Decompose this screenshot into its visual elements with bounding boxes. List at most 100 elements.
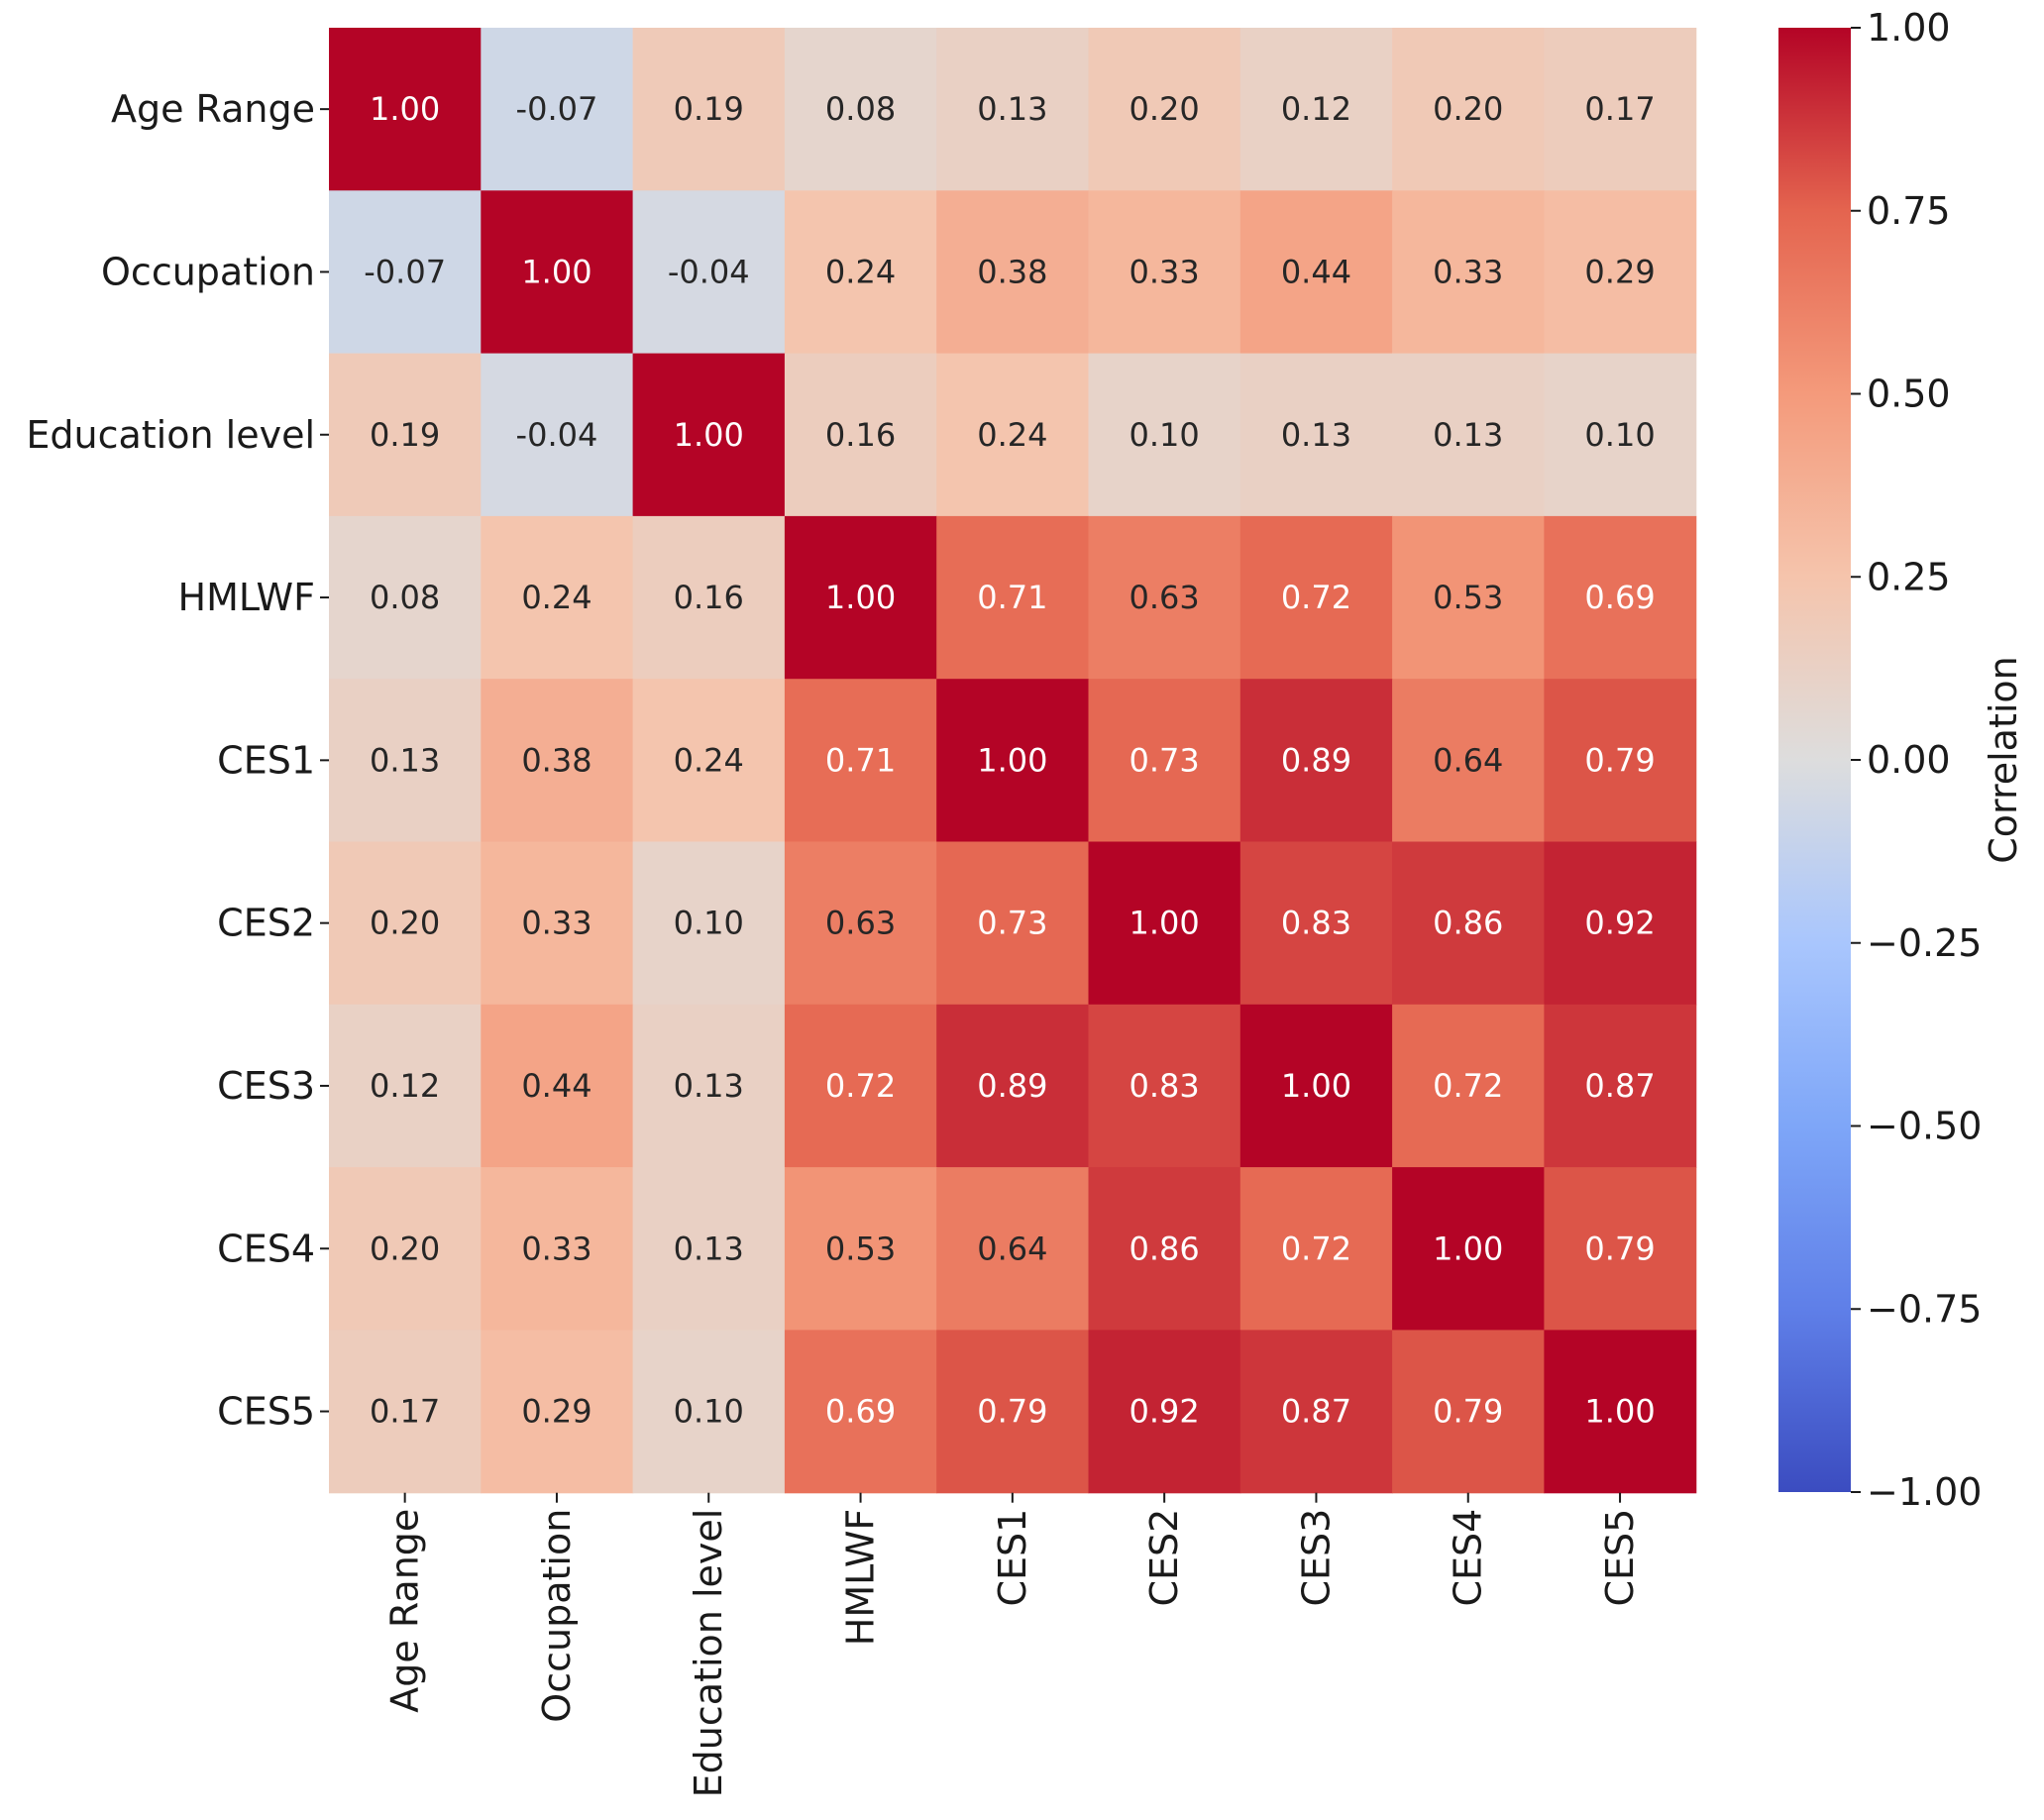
x-tick-label: Age Range — [383, 1509, 427, 1713]
heatmap-cell — [1544, 515, 1697, 680]
cell-value-label: 0.33 — [521, 905, 592, 942]
cell-value-label: 0.08 — [825, 90, 896, 128]
heatmap-cell — [481, 841, 634, 1006]
heatmap-cell — [481, 190, 634, 355]
heatmap-cell — [1088, 353, 1241, 517]
cell-value-label: 0.64 — [1433, 741, 1503, 779]
x-axis-labels: Age Range Occupation Education level HMLWF C… — [383, 1492, 1642, 1797]
heatmap-cell — [936, 841, 1090, 1006]
heatmap-cell — [1239, 28, 1393, 191]
cell-value-label: 0.29 — [521, 1393, 592, 1431]
heatmap-cell — [1392, 679, 1545, 843]
colorbar-tick-label: −0.25 — [1867, 921, 1982, 965]
cell-value-label: 0.72 — [825, 1067, 896, 1105]
heatmap-cell — [329, 679, 482, 843]
cell-value-label: 0.20 — [1433, 90, 1503, 128]
cell-value-label: 0.92 — [1130, 1393, 1200, 1431]
y-tick-label: Occupation — [101, 250, 315, 293]
cell-value-label: 0.20 — [370, 1230, 440, 1267]
cell-value-label: 1.00 — [521, 253, 592, 290]
cell-value-label: 0.12 — [1281, 90, 1351, 128]
cell-value-label: 0.83 — [1281, 905, 1351, 942]
heatmap-cell — [1544, 353, 1697, 517]
cell-value-label: 1.00 — [1281, 1067, 1351, 1105]
heatmap-cell — [481, 353, 634, 517]
cell-value-label: 0.86 — [1130, 1230, 1200, 1267]
cell-value-label: 0.63 — [825, 905, 896, 942]
heatmap-cell — [936, 1330, 1090, 1494]
heatmap-cell — [632, 353, 786, 517]
colorbar-tick-label: −1.00 — [1867, 1470, 1982, 1514]
cell-value-label: 0.79 — [1584, 1230, 1655, 1267]
x-tick-label: CES4 — [1447, 1509, 1490, 1607]
x-tick-label: CES3 — [1294, 1509, 1338, 1607]
heatmap-cell — [481, 1167, 634, 1331]
heatmap-cell — [481, 679, 634, 843]
cell-value-label: 0.87 — [1281, 1393, 1351, 1431]
cell-value-label: 0.33 — [1130, 253, 1200, 290]
heatmap-cell — [481, 1004, 634, 1168]
cell-value-label: -0.04 — [668, 253, 750, 290]
heatmap-cell — [936, 190, 1090, 355]
cell-value-label: 0.17 — [1584, 90, 1655, 128]
cell-value-label: 1.00 — [1433, 1230, 1503, 1267]
cell-value-label: 0.44 — [521, 1067, 592, 1105]
cell-value-label: 0.64 — [977, 1230, 1047, 1267]
cell-value-label: 0.17 — [370, 1393, 440, 1431]
cell-value-label: 0.63 — [1130, 579, 1200, 616]
cell-value-label: 0.10 — [674, 905, 744, 942]
y-tick-label: HMLWF — [178, 576, 315, 619]
heatmap-cell — [784, 841, 937, 1006]
cell-value-label: 0.79 — [1584, 741, 1655, 779]
heatmap-cell — [329, 515, 482, 680]
heatmap-cell — [1088, 190, 1241, 355]
cell-value-label: 0.79 — [1433, 1393, 1503, 1431]
cell-value-label: 0.71 — [977, 579, 1047, 616]
heatmap-cell — [481, 1330, 634, 1494]
heatmap-cell — [1544, 1167, 1697, 1331]
x-tick-label: CES5 — [1598, 1509, 1642, 1607]
y-axis-labels: Age Range Occupation Education level HMLWF C… — [26, 87, 329, 1434]
cell-value-label: 0.69 — [825, 1393, 896, 1431]
colorbar-tick-label: −0.50 — [1867, 1105, 1982, 1148]
heatmap-cell — [1088, 1004, 1241, 1168]
heatmap-cell — [1544, 1330, 1697, 1494]
cell-value-label: 0.10 — [1130, 416, 1200, 454]
cell-value-label: 0.08 — [370, 579, 440, 616]
cell-value-label: 0.10 — [1584, 416, 1655, 454]
cell-value-label: 0.87 — [1584, 1067, 1655, 1105]
cell-value-label: 0.53 — [825, 1230, 896, 1267]
cell-value-label: 0.20 — [370, 905, 440, 942]
heatmap-cell — [1088, 1330, 1241, 1494]
cell-value-label: 0.69 — [1584, 579, 1655, 616]
heatmap-cell — [329, 28, 482, 191]
cell-value-label: 1.00 — [825, 579, 896, 616]
colorbar-tick-label: 0.75 — [1867, 189, 1951, 233]
cell-value-label: 1.00 — [674, 416, 744, 454]
heatmap-cell — [632, 1330, 786, 1494]
y-tick-label: Age Range — [111, 87, 315, 131]
heatmap-cell — [632, 1004, 786, 1168]
heatmap-cell — [1239, 1167, 1393, 1331]
cell-value-label: 1.00 — [1584, 1393, 1655, 1431]
y-tick-label: Education level — [26, 413, 315, 457]
heatmap-cell — [481, 515, 634, 680]
heatmap-cell — [1088, 679, 1241, 843]
cell-value-label: 0.72 — [1433, 1067, 1503, 1105]
x-tick-label: CES2 — [1142, 1509, 1186, 1607]
cell-value-label: 0.13 — [674, 1230, 744, 1267]
y-tick-label: CES3 — [217, 1064, 315, 1108]
cell-value-label: 0.92 — [1584, 905, 1655, 942]
cell-value-label: 0.33 — [521, 1230, 592, 1267]
cell-value-label: 0.16 — [674, 579, 744, 616]
colorbar-tick-label: 0.25 — [1867, 555, 1951, 598]
heatmap-cell — [1392, 353, 1545, 517]
heatmap-cell — [329, 353, 482, 517]
heatmap-cell — [1088, 515, 1241, 680]
heatmap-cell — [1239, 190, 1393, 355]
heatmap-cell — [1544, 1004, 1697, 1168]
cell-value-label: 1.00 — [977, 741, 1047, 779]
cell-value-label: -0.04 — [516, 416, 598, 454]
x-tick-label: Occupation — [535, 1509, 579, 1723]
cell-value-label: 0.38 — [521, 741, 592, 779]
